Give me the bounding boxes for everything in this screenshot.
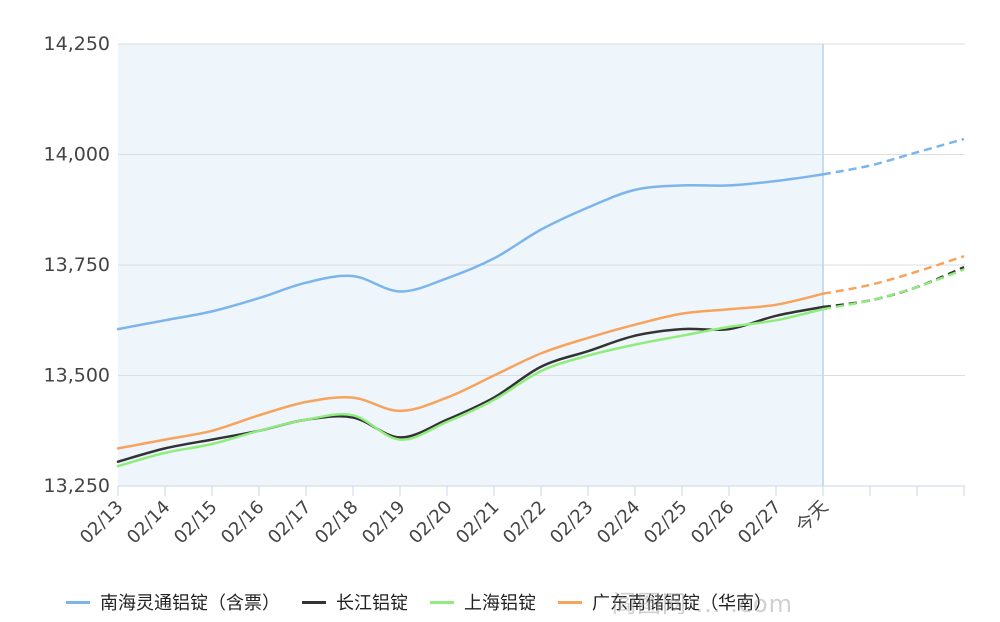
x-tick-label: 今天 <box>792 497 832 537</box>
legend-swatch <box>302 600 326 604</box>
legend-label: 广东南储铝锭（华南） <box>592 593 772 614</box>
legend-item-3[interactable]: 上海铝锭 <box>430 589 536 615</box>
legend-swatch <box>430 600 454 604</box>
series-forecast-line-2 <box>822 266 965 309</box>
x-tick-label: 02/13 <box>76 497 128 549</box>
x-tick-label: 02/18 <box>311 497 363 549</box>
series-line-4 <box>116 292 825 450</box>
x-tick-label: 02/15 <box>170 497 222 549</box>
x-tick-label: 02/16 <box>217 497 269 549</box>
x-tick-label: 02/26 <box>687 497 739 549</box>
y-tick-label: 14,250 <box>44 33 110 55</box>
x-tick-label: 02/19 <box>358 497 410 549</box>
legend-label: 长江铝锭 <box>336 593 408 614</box>
x-tick-label: 02/14 <box>123 497 175 549</box>
legend-swatch <box>558 600 582 604</box>
legend-label: 南海灵通铝锭（含票） <box>100 593 280 614</box>
series-line-3 <box>116 307 825 468</box>
legend-swatch <box>66 600 90 604</box>
line-chart: 13,250 13,500 13,750 14,000 14,250 02/1302/14… <box>44 33 965 549</box>
x-tick-label: 02/27 <box>734 497 786 549</box>
y-tick-label: 13,750 <box>44 254 110 276</box>
x-tick-label: 02/17 <box>264 497 316 549</box>
x-tick-label: 02/22 <box>499 497 551 549</box>
legend-item-4[interactable]: 广东南储铝锭（华南） <box>558 589 772 615</box>
x-tick-label: 02/21 <box>452 497 504 549</box>
legend-item-1[interactable]: 南海灵通铝锭（含票） <box>66 589 280 615</box>
series-line-2 <box>116 305 825 463</box>
series-forecast-line-3 <box>822 268 965 311</box>
series-line-1 <box>116 173 825 331</box>
legend-label: 上海铝锭 <box>464 593 536 614</box>
y-tick-label: 14,000 <box>44 144 110 166</box>
x-tick-label: 02/24 <box>593 497 645 549</box>
y-tick-label: 13,500 <box>44 365 110 387</box>
y-tick-label: 13,250 <box>44 475 110 497</box>
legend: 南海灵通铝锭（含票） 长江铝锭 上海铝锭 广东南储铝锭（华南） <box>66 584 772 620</box>
x-tick-label: 02/20 <box>405 497 457 549</box>
x-tick-label: 02/23 <box>546 497 598 549</box>
watermark-text: 阎图网 ... .com <box>612 590 794 618</box>
series-forecast-line-1 <box>822 137 965 176</box>
series-forecast-line-4 <box>822 255 965 295</box>
legend-item-2[interactable]: 长江铝锭 <box>302 589 408 615</box>
x-tick-label: 02/25 <box>640 497 692 549</box>
